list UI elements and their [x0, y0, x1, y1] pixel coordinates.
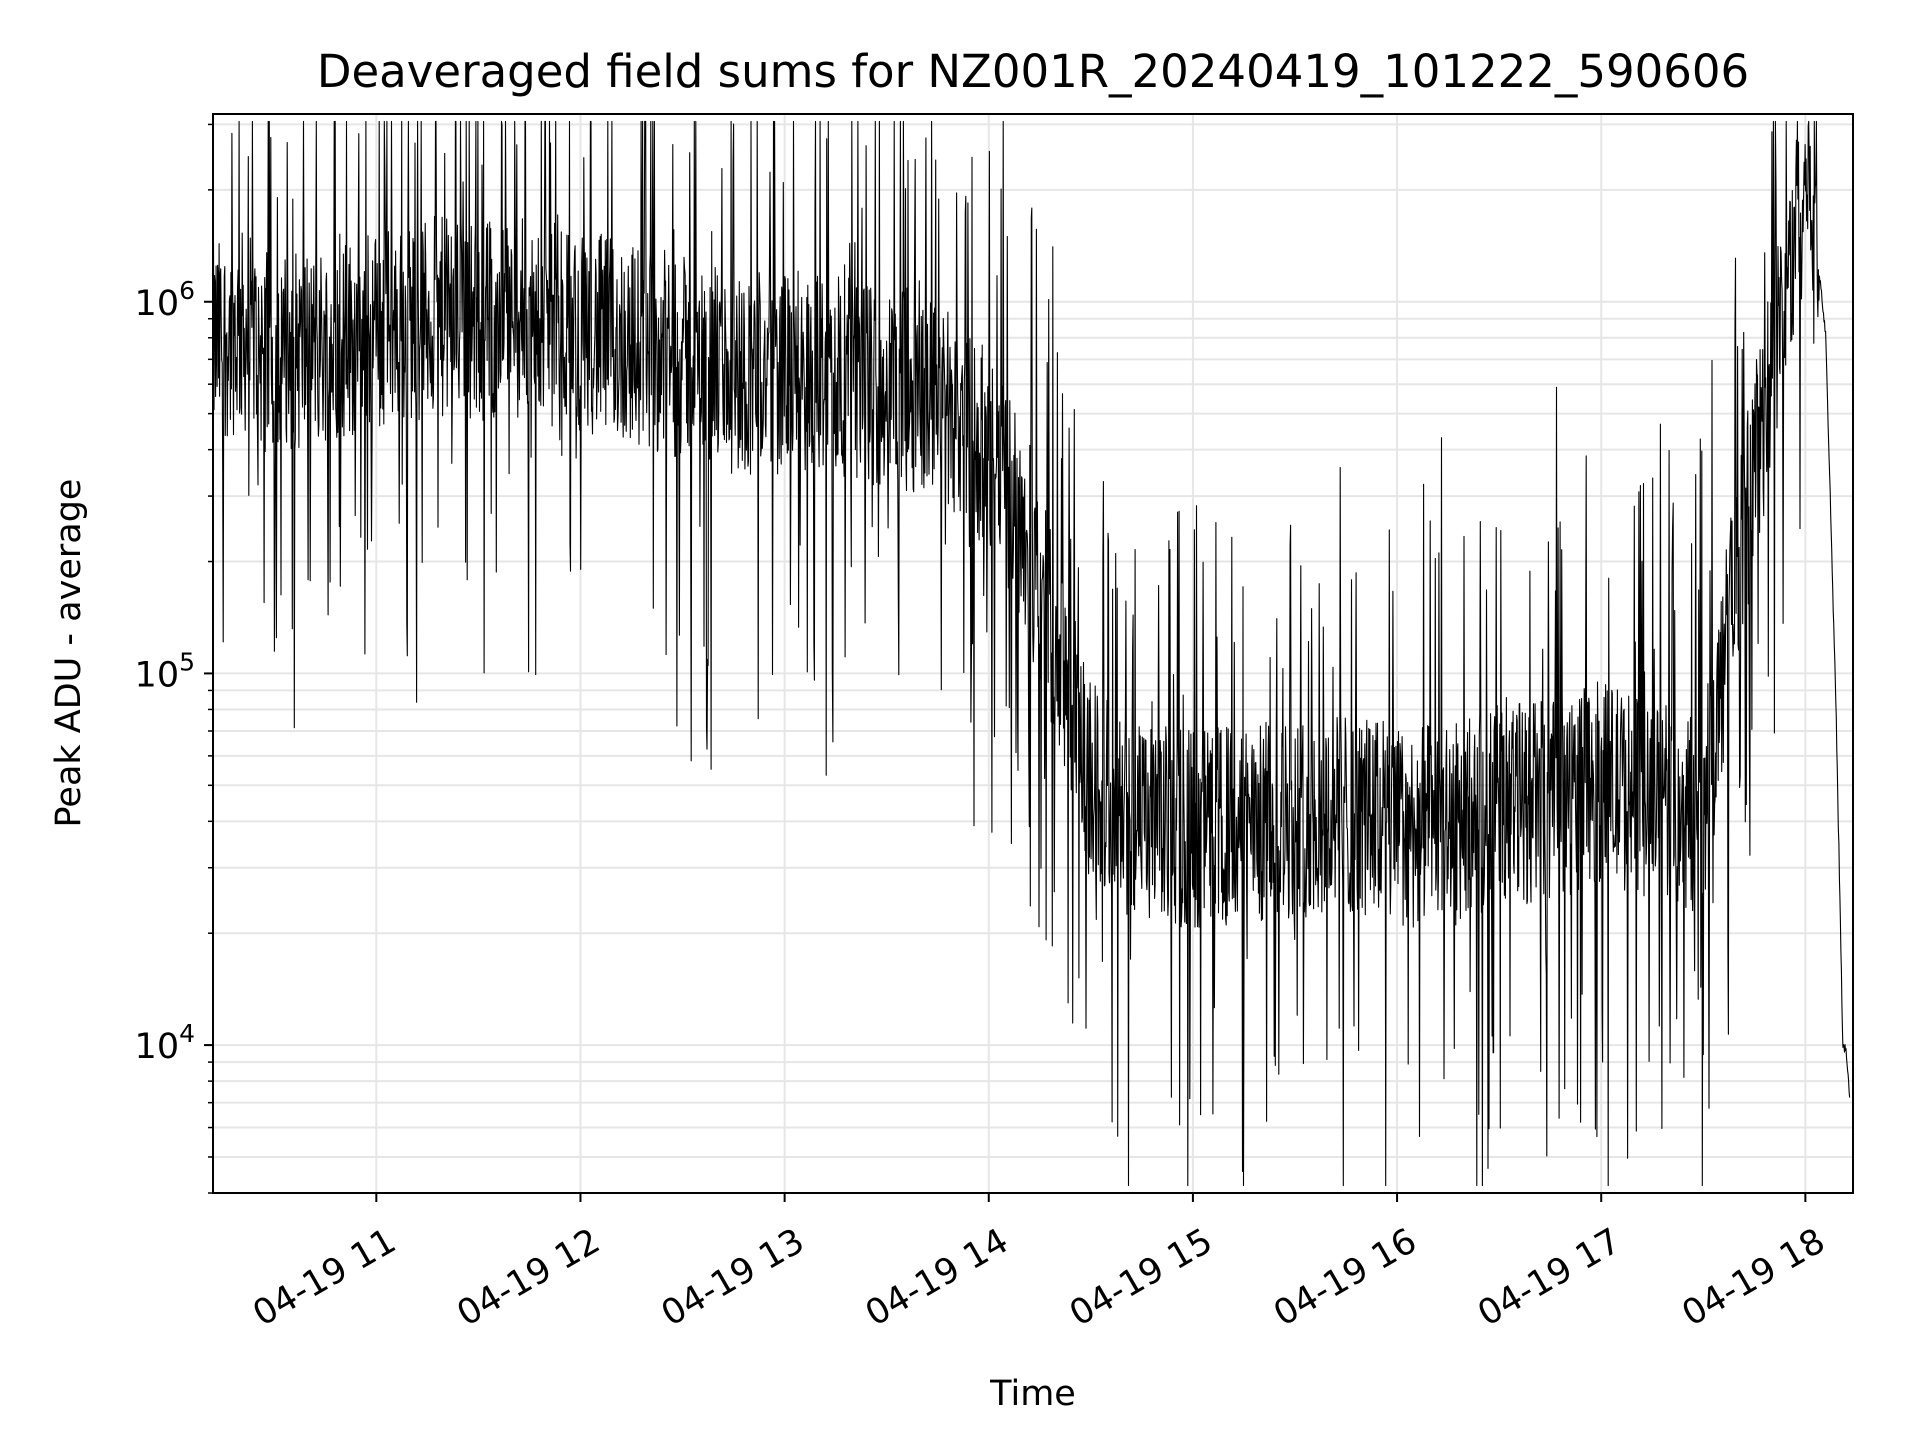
- series-line: [212, 120, 1851, 1187]
- y-axis: 104 105 106: [135, 123, 213, 1194]
- y-tick-label: 104: [135, 1019, 195, 1067]
- y-tick-label: 105: [135, 647, 195, 695]
- y-axis-label: Peak ADU - average: [49, 479, 89, 828]
- y-tick-label: 106: [135, 276, 195, 324]
- plot-frame: [212, 113, 1854, 1194]
- x-axis-label: Time: [989, 1374, 1076, 1414]
- chart-title: Deaveraged field sums for NZ001R_2024041…: [317, 45, 1749, 98]
